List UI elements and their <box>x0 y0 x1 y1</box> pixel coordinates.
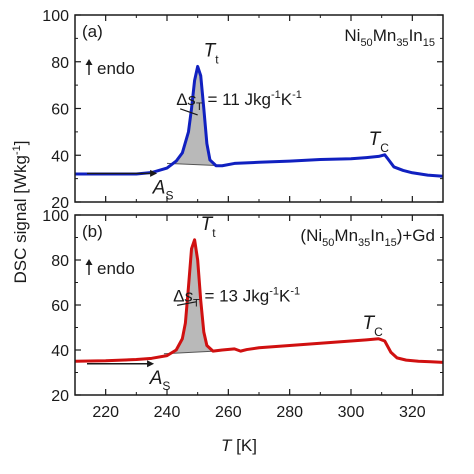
y-tick-label: 100 <box>42 8 69 25</box>
x-axis-label: T [K] <box>221 436 257 455</box>
y-tick-label: 80 <box>51 55 69 72</box>
y-tick-label: 100 <box>42 208 69 225</box>
panel-tag: (b) <box>82 222 103 241</box>
composition-label: Ni50Mn35In15 <box>344 26 435 49</box>
entropy-pointer <box>177 301 197 306</box>
y-tick-label: 40 <box>51 343 69 360</box>
as-label: AS <box>149 368 171 393</box>
entropy-label: ΔsT = 11 Jkg-1K-1 <box>176 89 302 113</box>
panel-tag: (a) <box>82 22 103 41</box>
entropy-pointer <box>180 108 198 116</box>
shaded-area <box>170 239 217 354</box>
y-tick-label: 40 <box>51 148 69 165</box>
y-tick-label: 80 <box>51 253 69 270</box>
tc-label: TC <box>369 129 390 155</box>
baseline-line <box>166 162 223 167</box>
chart-panel-a: 20 40 60 80 100 (a) Ni50Mn35In15 endo Tt TC ΔsT = … <box>42 8 444 212</box>
entropy-label: ΔsT = 13 Jkg-1K-1 <box>173 285 300 309</box>
x-tick-label: 240 <box>154 404 181 421</box>
as-label: AS <box>152 177 174 202</box>
y-tick-label: 60 <box>51 102 69 119</box>
x-tick-label: 280 <box>276 404 303 421</box>
y-tick-label: 20 <box>51 388 69 405</box>
y-tick-label: 20 <box>51 195 69 212</box>
as-arrow-head <box>150 169 158 177</box>
series-line <box>75 64 444 178</box>
x-tick-label: 220 <box>92 404 119 421</box>
endo-arrow-head <box>85 259 93 265</box>
composition-label: (Ni50Mn35In15)+Gd <box>300 226 435 249</box>
tt-label: Tt <box>201 214 217 240</box>
endo-label: endo <box>97 259 135 278</box>
tc-label: TC <box>362 313 383 339</box>
tt-label: Tt <box>204 40 220 66</box>
x-tick-label: 300 <box>338 404 365 421</box>
series-line <box>74 238 444 364</box>
y-tick-label: 60 <box>51 298 69 315</box>
x-tick-label: 260 <box>215 404 242 421</box>
chart-panel-b: 20 40 60 80 100 220 240 260 280 300 320 (b) (Ni50Mn3… <box>42 208 444 421</box>
endo-arrow-head <box>85 59 93 65</box>
x-tick-label: 320 <box>399 404 426 421</box>
y-axis-label: DSC signal [Wkg-1] <box>11 141 30 284</box>
as-arrow-head <box>147 360 155 368</box>
endo-label: endo <box>97 59 135 78</box>
